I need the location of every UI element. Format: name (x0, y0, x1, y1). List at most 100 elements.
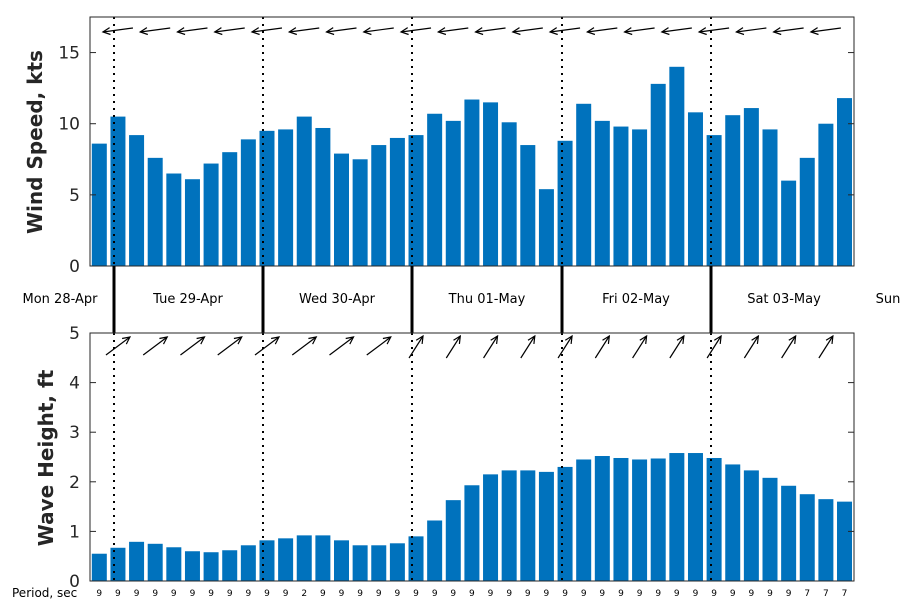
wind-bar (501, 122, 517, 266)
wave-bar (408, 536, 424, 581)
wave-bar (278, 538, 294, 581)
wave-bar (483, 474, 499, 581)
wave-direction-arrow (781, 334, 797, 359)
wind-bar (632, 129, 648, 266)
wind-bar (799, 157, 815, 266)
day-label: Mon 28-Apr (23, 292, 99, 307)
wave-bar (781, 485, 797, 581)
wave-bar (632, 459, 648, 581)
wind-direction-arrow (697, 27, 730, 36)
wave-bar (725, 464, 741, 581)
wind-bar (110, 116, 126, 266)
period-value: 9 (208, 589, 214, 599)
wave-bar (669, 453, 685, 581)
wind-direction-arrow (548, 27, 581, 36)
wave-direction-arrow (520, 334, 536, 359)
wind-bar (91, 143, 107, 266)
wave-y-tick-label: 2 (69, 473, 80, 493)
wave-direction-arrow (180, 336, 206, 356)
period-value: 9 (227, 589, 233, 599)
period-value: 9 (134, 589, 140, 599)
period-value: 9 (693, 589, 699, 599)
wave-direction-arrow (706, 334, 722, 359)
wind-bar (818, 123, 834, 267)
wind-bar (371, 145, 387, 266)
wave-y-tick-label: 5 (69, 324, 80, 344)
wind-bar (222, 152, 238, 266)
wind-bar (483, 102, 499, 267)
wave-y-tick-label: 0 (69, 572, 80, 592)
period-value: 9 (581, 589, 587, 599)
period-value: 9 (115, 589, 121, 599)
wind-bar (557, 140, 573, 266)
wind-bar (538, 189, 554, 266)
period-value: 7 (823, 589, 829, 599)
wind-bar (594, 120, 610, 267)
wind-bar (184, 179, 200, 266)
wave-bar (184, 551, 200, 581)
wave-bar (818, 499, 834, 581)
wave-bar (427, 520, 443, 581)
period-row: Period, sec 9 9 9 9 9 9 9 9 9 9 9 2 9 9 9 9 9 9 9 9 9 9 9 9 9 9 9 9… (12, 586, 847, 600)
day-label-strip: Mon 28-Apr Tue 29-Apr Wed 30-Apr Thu 01-May… (23, 266, 900, 333)
wind-bar (762, 129, 778, 266)
period-value: 9 (599, 589, 605, 599)
wind-bar (650, 83, 666, 267)
period-value: 9 (506, 589, 512, 599)
wind-bar (240, 139, 256, 266)
wave-bar (91, 553, 107, 581)
period-value: 9 (637, 589, 643, 599)
period-value: 9 (488, 589, 494, 599)
period-value: 9 (96, 589, 102, 599)
wave-direction-arrow (594, 334, 611, 359)
day-label: Sun (876, 292, 900, 307)
wave-direction-arrows (105, 334, 834, 359)
period-value: 9 (711, 589, 717, 599)
wind-y-tick-label: 15 (58, 44, 80, 64)
wind-plot-frame (89, 16, 855, 267)
wave-plot-frame (89, 332, 855, 582)
wind-bar (725, 115, 741, 267)
wave-y-ticks: 0 1 2 3 4 5 (69, 324, 854, 592)
period-value: 2 (301, 589, 307, 599)
wave-direction-arrow (142, 336, 169, 356)
wave-bar (110, 547, 126, 581)
wave-bars (91, 453, 853, 581)
day-label: Tue 29-Apr (152, 292, 223, 307)
wind-bar (334, 153, 349, 266)
period-value: 9 (432, 589, 438, 599)
wind-direction-arrow (362, 27, 394, 36)
wind-bar (520, 145, 536, 266)
wave-bar (520, 470, 536, 581)
wave-y-tick-label: 1 (69, 522, 80, 542)
period-value: 9 (395, 589, 401, 599)
period-value: 9 (320, 589, 326, 599)
wind-bar (576, 103, 592, 266)
wave-bar (445, 500, 461, 581)
wave-bar (687, 453, 703, 581)
wave-bar (334, 540, 349, 581)
wave-y-axis-title: Wave Height, ft (34, 369, 58, 546)
period-value: 7 (842, 589, 848, 599)
wind-y-tick-label: 10 (58, 115, 80, 135)
wind-direction-arrow (660, 27, 692, 36)
wind-direction-arrow (735, 27, 767, 36)
period-value: 9 (357, 589, 363, 599)
day-label: Sat 03-May (747, 292, 821, 307)
period-value: 9 (767, 589, 773, 599)
period-value: 9 (749, 589, 755, 599)
day-label: Thu 01-May (448, 292, 526, 307)
wave-bar (706, 457, 722, 581)
wind-direction-arrow (772, 27, 804, 36)
period-value: 9 (544, 589, 550, 599)
period-value: 9 (562, 589, 568, 599)
wave-bar (594, 456, 610, 581)
wave-bar (203, 552, 219, 581)
period-row-title: Period, sec (12, 586, 77, 600)
wave-bar (240, 545, 256, 581)
wind-direction-arrow (101, 27, 134, 36)
wind-y-axis-title: Wind Speed, kts (23, 50, 47, 234)
wind-speed-panel: 0 5 10 15 Wind Speed, kts (23, 16, 855, 277)
wind-direction-arrows (101, 27, 841, 36)
wave-bar (613, 457, 629, 581)
